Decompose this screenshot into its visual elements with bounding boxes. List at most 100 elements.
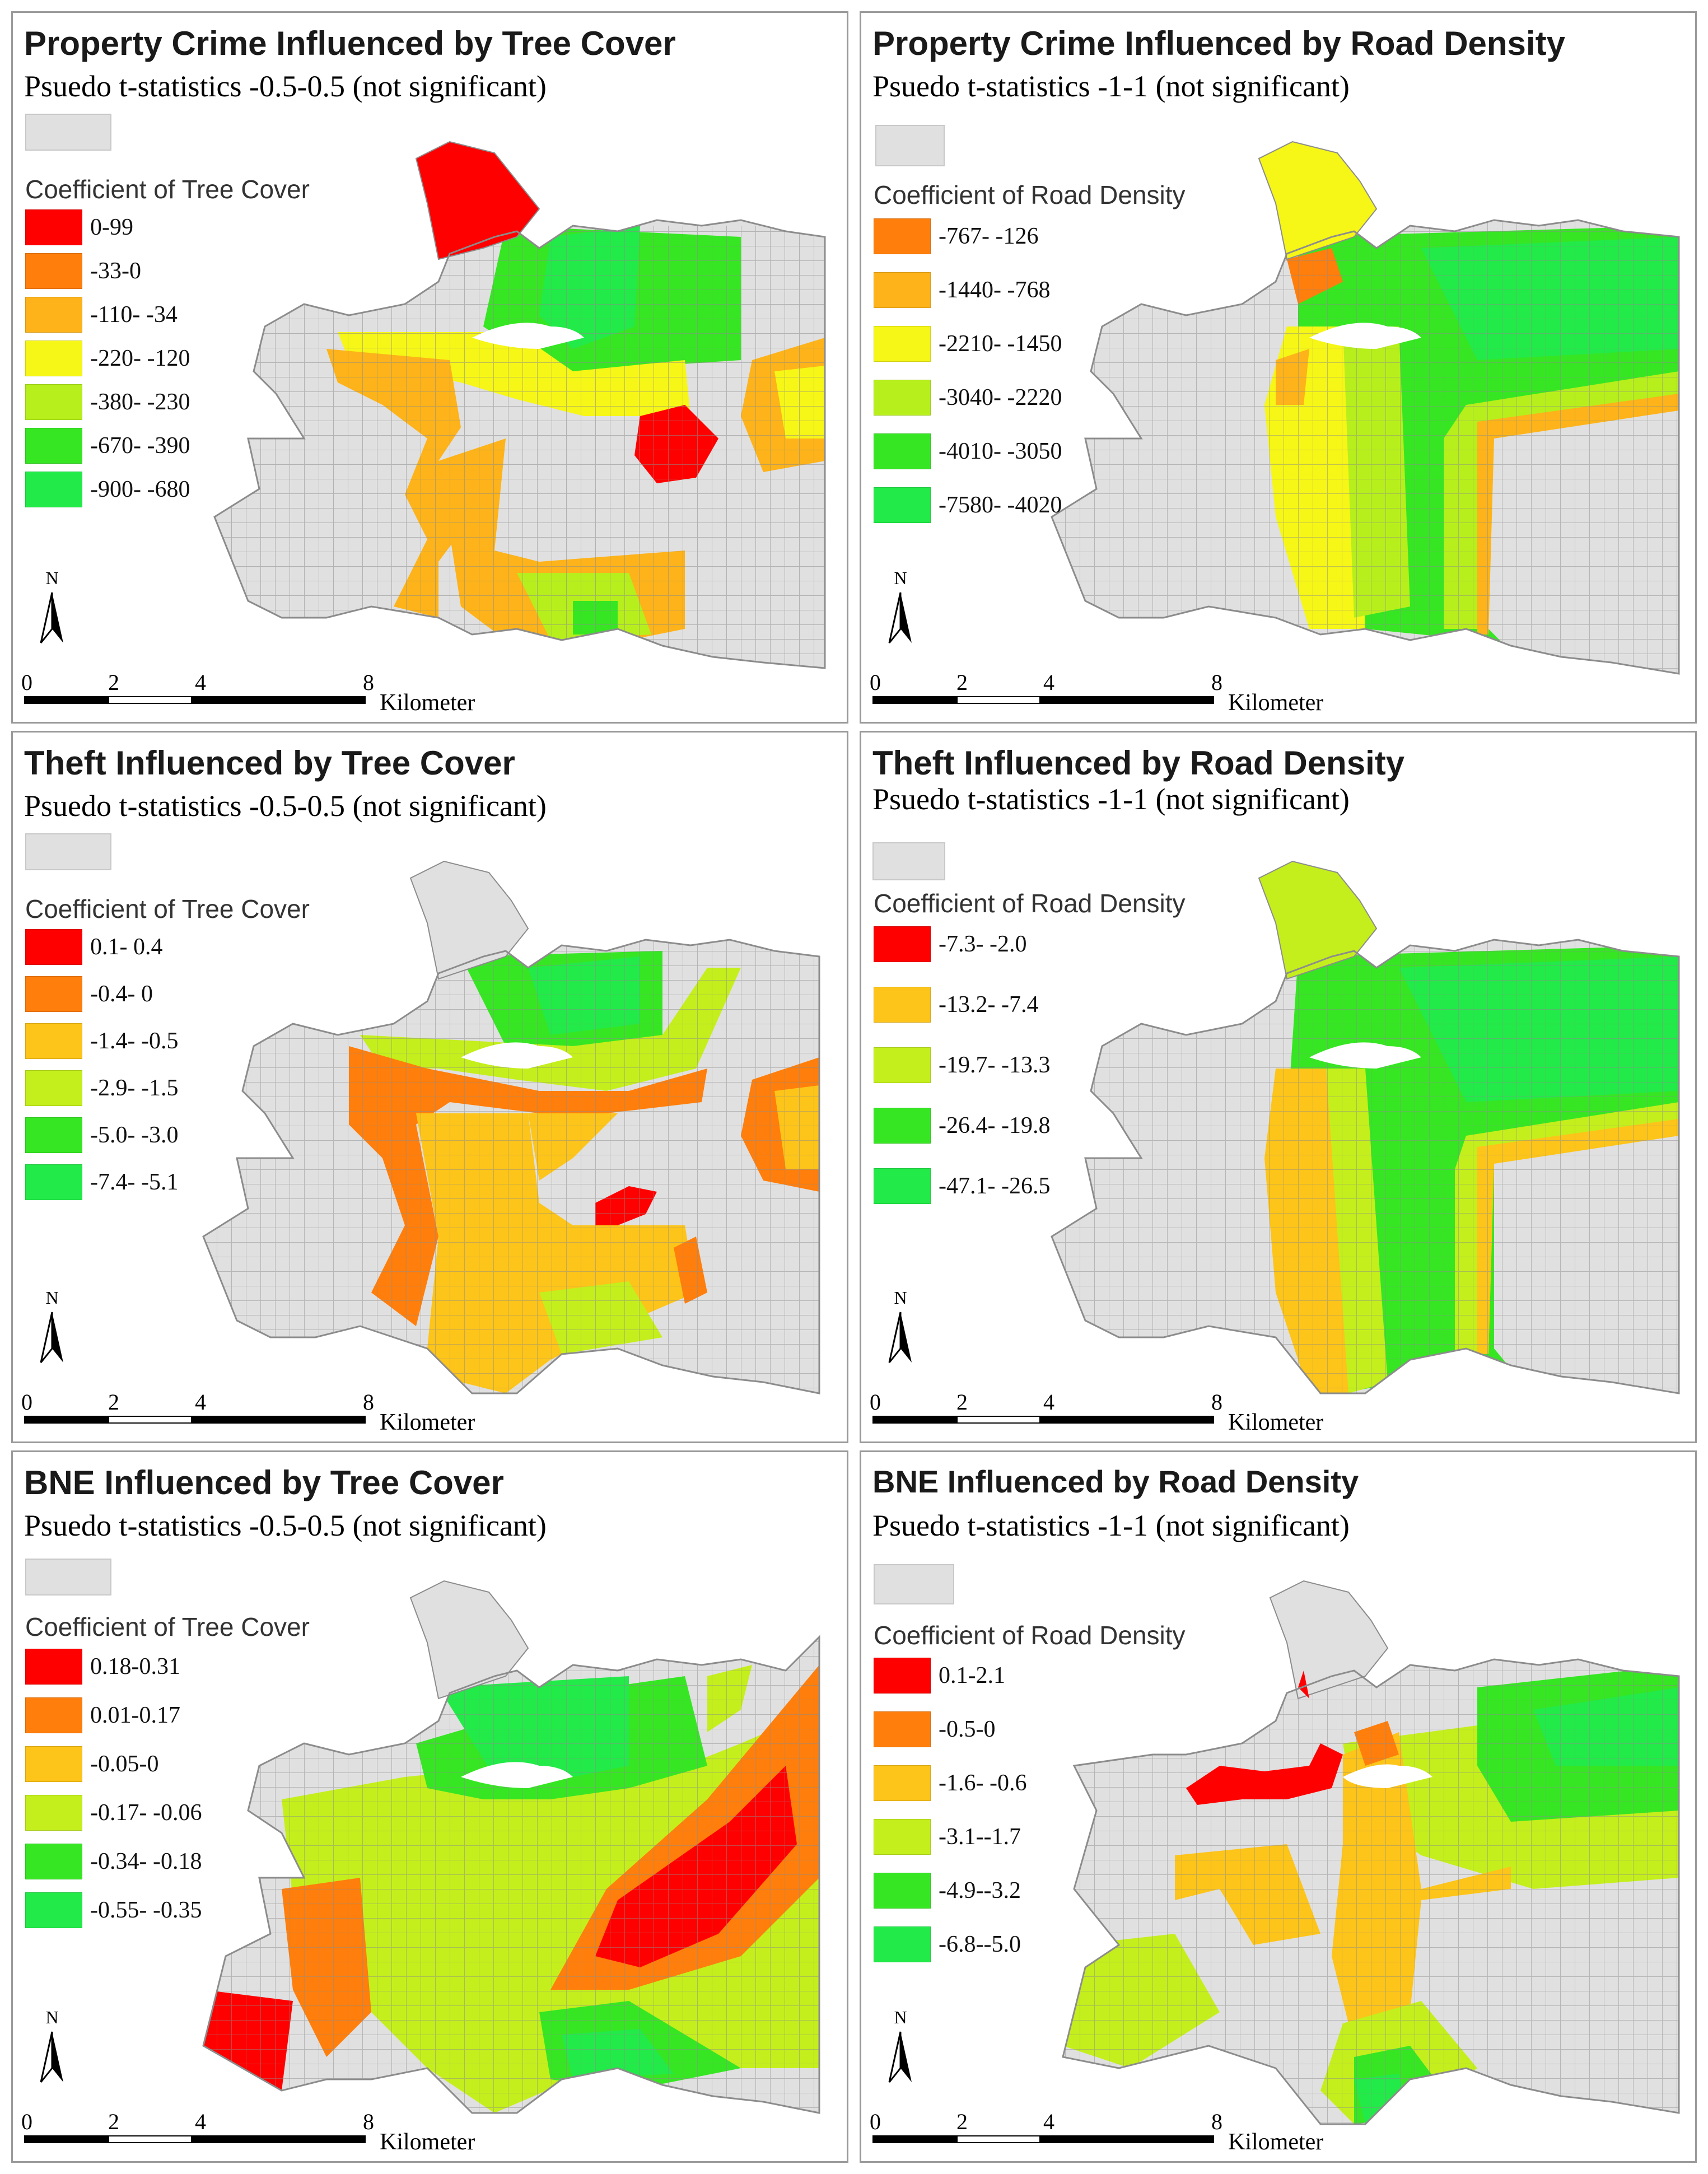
legend-item: 0.18-0.31 xyxy=(25,1648,180,1685)
scale-tick: 8 xyxy=(363,2109,374,2134)
scale-tick: 8 xyxy=(363,1389,374,1415)
legend-item: -2210- -1450 xyxy=(874,325,1062,362)
legend-label: -220- -120 xyxy=(90,346,190,371)
legend-item: -1440- -768 xyxy=(874,272,1050,309)
legend-item: -6.8--5.0 xyxy=(874,1926,1021,1963)
scale-unit: Kilometer xyxy=(1228,690,1324,716)
legend-label: -670- -390 xyxy=(90,433,190,459)
legend-label: -7580- -4020 xyxy=(939,492,1062,518)
scale-tick: 2 xyxy=(956,1389,968,1415)
not-significant-swatch xyxy=(875,125,945,166)
legend-title: Coefficient of Tree Cover xyxy=(25,175,310,204)
panel-subtitle: Psuedo t-statistics -0.5-0.5 (not signif… xyxy=(24,1509,547,1542)
legend-item: -900- -680 xyxy=(25,471,190,508)
legend-swatch xyxy=(874,1047,931,1083)
legend-swatch xyxy=(25,929,82,965)
legend-label: -2.9- -1.5 xyxy=(90,1075,179,1101)
legend-swatch xyxy=(874,433,931,469)
panel-title: Property Crime Influenced by Road Densit… xyxy=(872,25,1565,62)
scale-tick: 4 xyxy=(195,670,206,695)
map-panel-property-crime-road-density: Property Crime Influenced by Road Densit… xyxy=(860,11,1697,724)
legend-swatch xyxy=(874,1108,931,1144)
legend-label: -4010- -3050 xyxy=(939,438,1062,464)
legend-item: 0.1-2.1 xyxy=(874,1657,1005,1694)
legend-swatch xyxy=(25,297,82,333)
legend-item: 0.1- 0.4 xyxy=(25,929,163,965)
legend-item: -4010- -3050 xyxy=(874,433,1062,470)
scale-unit: Kilometer xyxy=(380,1410,475,1435)
legend-label: -0.17- -0.06 xyxy=(90,1800,202,1826)
scale-bar: 0 2 4 8 Kilometer xyxy=(21,669,475,716)
legend-label: -0.4- 0 xyxy=(90,981,153,1007)
legend-label: -3040- -2220 xyxy=(939,385,1062,410)
svg-text:N: N xyxy=(45,2007,58,2027)
map-panel-bne-road-density: BNE Influenced by Road Density Psuedo t-… xyxy=(860,1450,1697,2163)
legend-title: Coefficient of Road Density xyxy=(874,1621,1186,1650)
choropleth-map xyxy=(202,1580,820,2114)
legend-swatch xyxy=(25,1892,82,1928)
legend-item: -26.4- -19.8 xyxy=(874,1107,1050,1144)
legend-swatch xyxy=(874,326,931,362)
legend-label: -0.34- -0.18 xyxy=(90,1849,202,1874)
legend-item: -3040- -2220 xyxy=(874,379,1062,416)
scale-tick: 2 xyxy=(108,1389,119,1415)
scale-tick: 4 xyxy=(1043,1389,1054,1415)
legend-label: 0.1- 0.4 xyxy=(90,934,163,960)
legend-swatch xyxy=(25,1117,82,1153)
panel-subtitle: Psuedo t-statistics -1-1 (not significan… xyxy=(872,69,1350,103)
scale-tick: 0 xyxy=(21,2109,32,2134)
scale-bar: 0 2 4 8 Kilometer xyxy=(870,669,1323,716)
legend-label: 0.1-2.1 xyxy=(939,1663,1005,1688)
scale-tick: 0 xyxy=(21,670,32,695)
panel-title: Theft Influenced by Road Density xyxy=(872,744,1405,782)
north-arrow-icon: N xyxy=(888,568,912,643)
panel-subtitle: Psuedo t-statistics -0.5-0.5 (not signif… xyxy=(24,69,547,103)
map-panel-bne-tree-cover: BNE Influenced by Tree Cover Psuedo t-st… xyxy=(11,1450,848,2163)
legend-label: -19.7- -13.3 xyxy=(939,1052,1051,1078)
north-arrow-icon: N xyxy=(40,568,63,643)
legend-swatch xyxy=(25,1164,82,1200)
scale-tick: 2 xyxy=(108,670,119,695)
legend-label: -1440- -768 xyxy=(939,277,1051,303)
legend-swatch xyxy=(874,487,931,523)
legend-swatch xyxy=(874,1658,931,1694)
legend-label: -4.9--3.2 xyxy=(939,1878,1021,1904)
legend-label: -0.55- -0.35 xyxy=(90,1897,202,1923)
scale-tick: 4 xyxy=(1043,670,1054,695)
legend-item: -0.55- -0.35 xyxy=(25,1892,202,1929)
choropleth-map xyxy=(1062,1580,1680,2125)
scale-tick: 4 xyxy=(195,2109,206,2134)
legend-label: -47.1- -26.5 xyxy=(939,1173,1051,1199)
legend-swatch xyxy=(25,209,82,245)
svg-text:N: N xyxy=(45,568,58,588)
scale-bar: 0 2 4 8 Kilometer xyxy=(21,1389,475,1435)
legend-item: -0.05-0 xyxy=(25,1746,158,1783)
panel-subtitle: Psuedo t-statistics -1-1 (not significan… xyxy=(872,782,1350,816)
legend-label: -5.0- -3.0 xyxy=(90,1122,179,1148)
legend-item: -7.3- -2.0 xyxy=(874,926,1026,963)
legend-swatch xyxy=(25,384,82,420)
legend-item: 0-99 xyxy=(25,209,133,246)
panel-title: BNE Influenced by Tree Cover xyxy=(24,1464,504,1501)
scale-tick: 0 xyxy=(870,1389,881,1415)
panel-title: Property Crime Influenced by Tree Cover xyxy=(24,25,676,62)
legend-item: -0.34- -0.18 xyxy=(25,1843,202,1880)
legend-label: -1.4- -0.5 xyxy=(90,1028,179,1054)
north-arrow-icon: N xyxy=(40,1287,63,1363)
legend-swatch xyxy=(25,340,82,376)
legend-item: 0.01-0.17 xyxy=(25,1697,180,1734)
scale-tick: 8 xyxy=(1211,670,1222,695)
legend-swatch xyxy=(25,1746,82,1782)
legend-swatch xyxy=(25,428,82,464)
legend-swatch xyxy=(874,380,931,416)
scale-tick: 8 xyxy=(1211,1389,1222,1415)
legend-label: -0.05-0 xyxy=(90,1751,159,1777)
legend-label: -7.3- -2.0 xyxy=(939,931,1027,957)
scale-tick: 2 xyxy=(956,670,968,695)
legend-item: -0.5-0 xyxy=(874,1711,995,1748)
scale-bar: 0 2 4 8 Kilometer xyxy=(21,2108,475,2155)
legend-swatch xyxy=(25,1070,82,1106)
legend-item: -670- -390 xyxy=(25,427,190,464)
choropleth-map xyxy=(1051,141,1680,675)
